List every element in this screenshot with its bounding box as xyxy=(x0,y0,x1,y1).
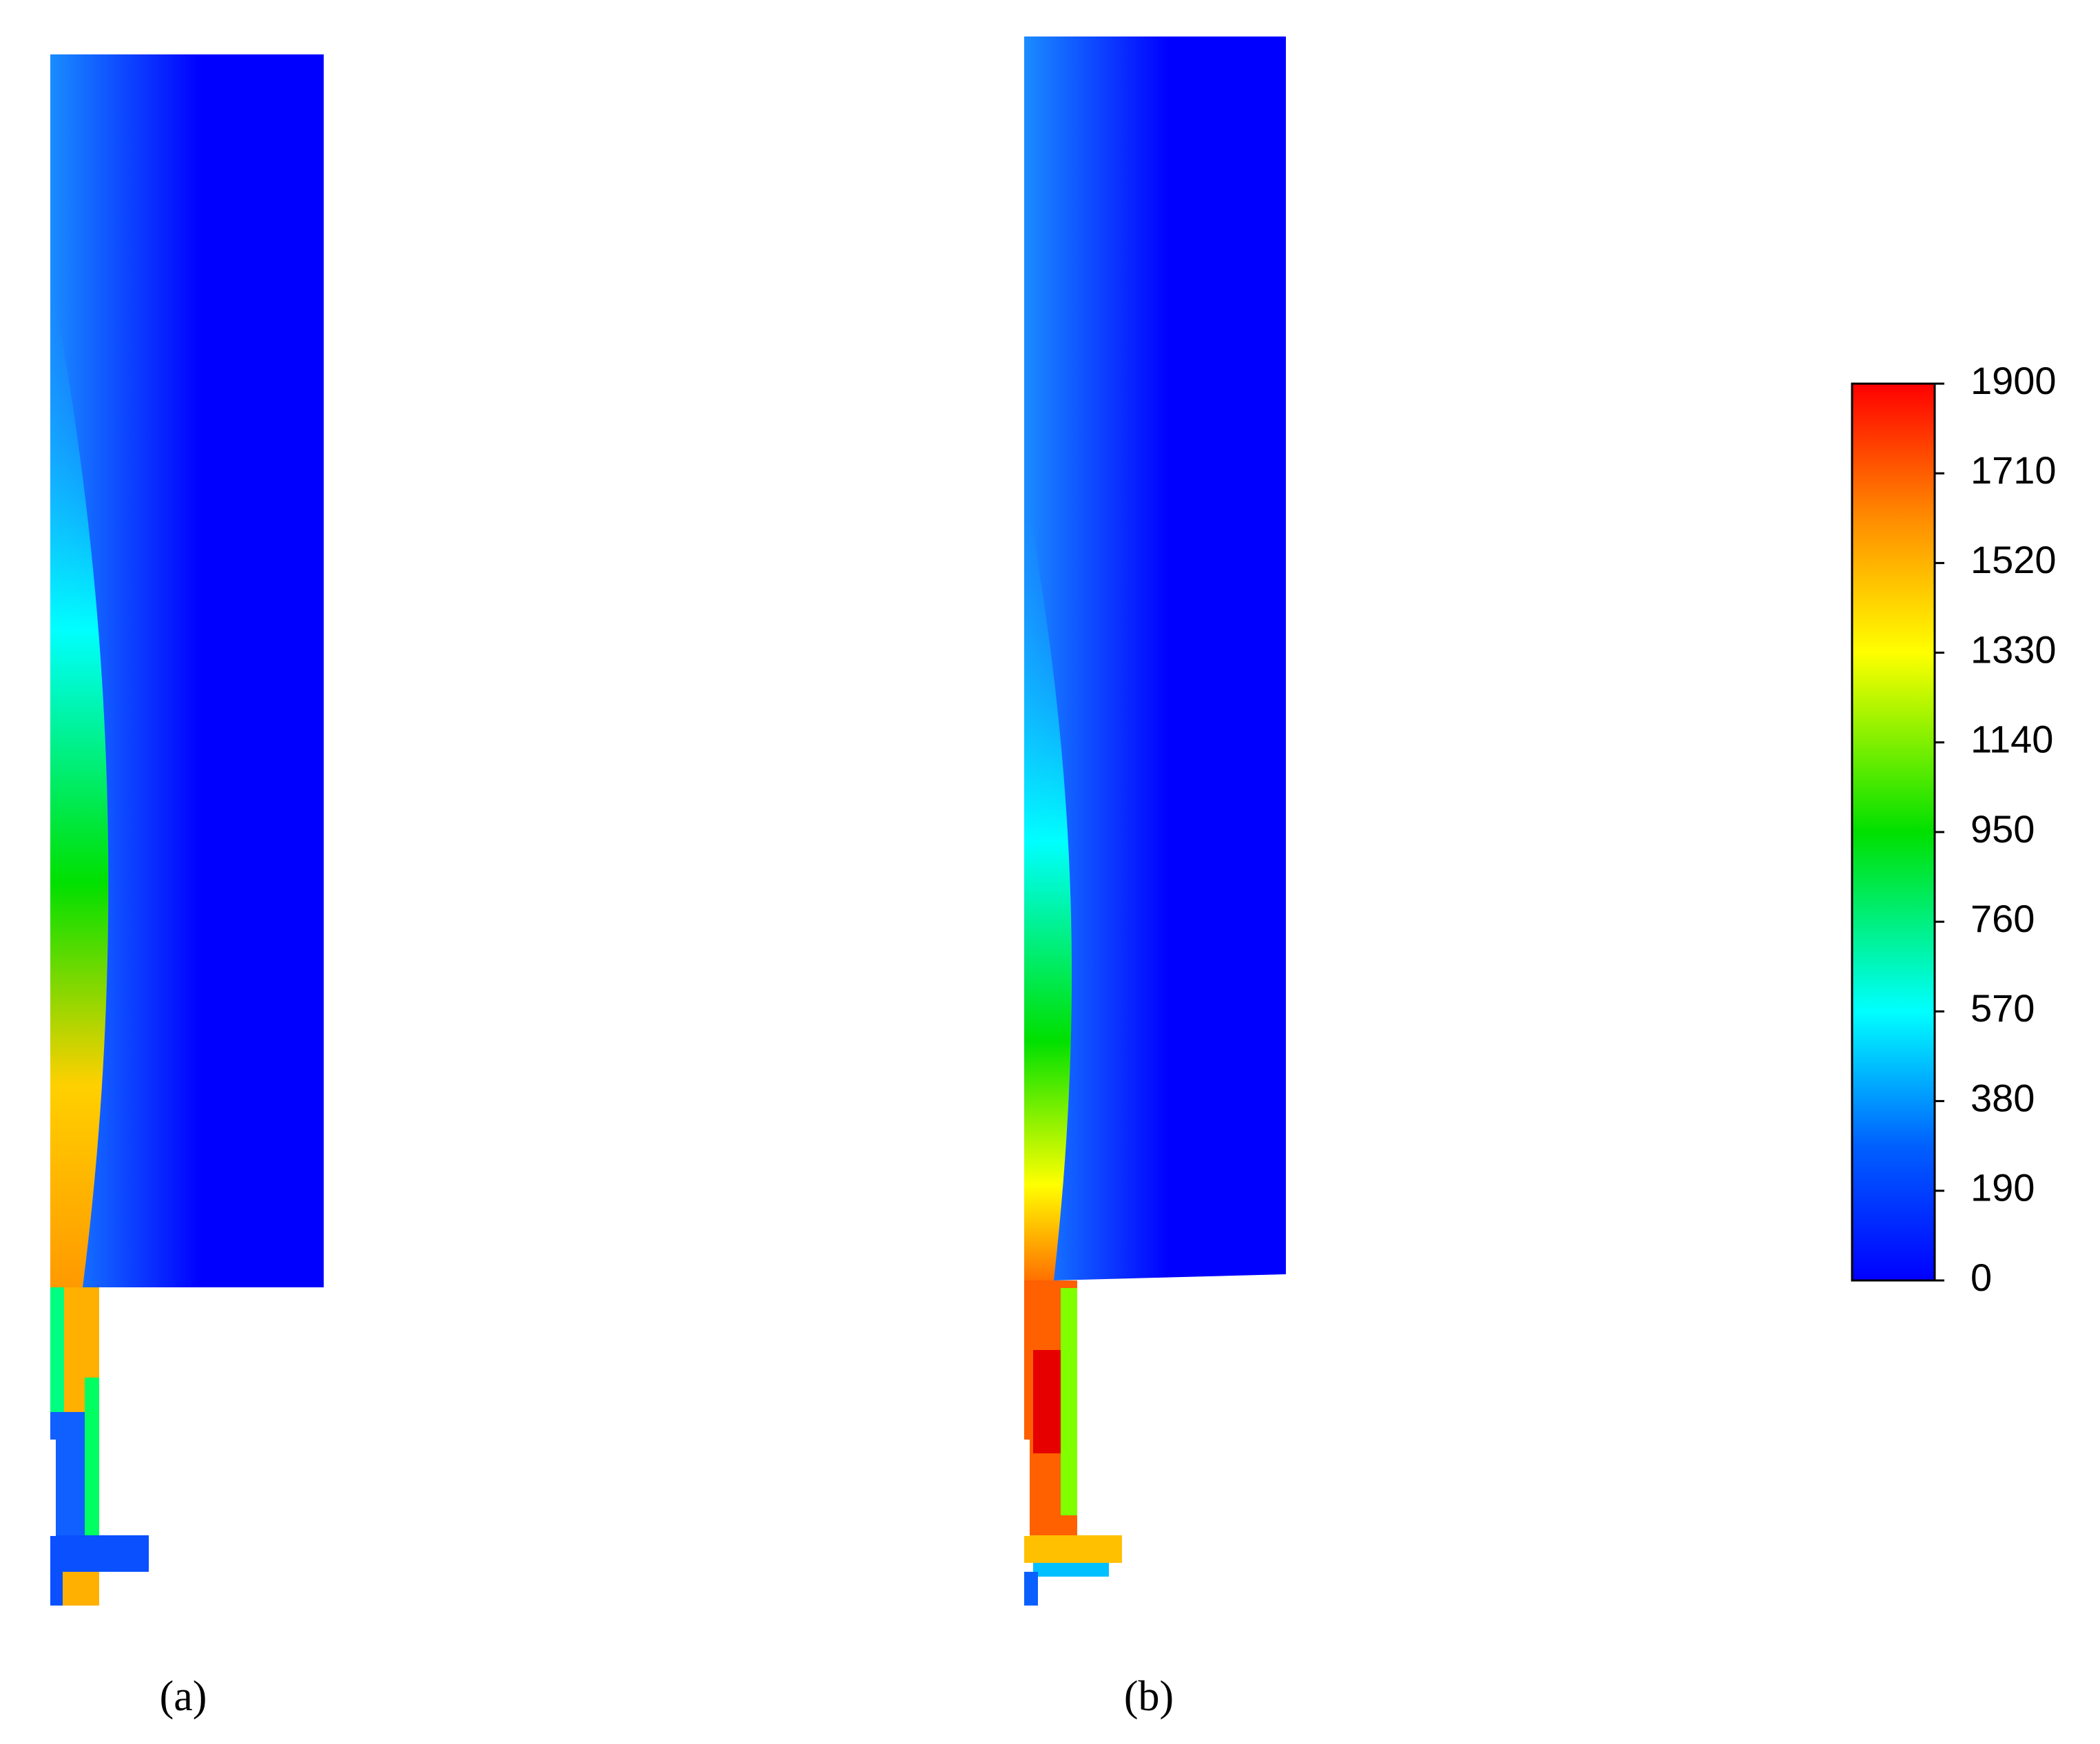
colorbar xyxy=(1851,382,1936,1282)
tick-label: 1140 xyxy=(1971,718,2053,761)
contour-b xyxy=(1024,37,1286,1606)
panel-label: (b) xyxy=(1124,1673,1174,1720)
tick-label: 950 xyxy=(1971,807,2035,851)
tick-label: 1330 xyxy=(1971,627,2057,671)
tick-label: 1900 xyxy=(1971,359,2057,402)
tick-label: 0 xyxy=(1971,1256,1992,1299)
panel-label: (a) xyxy=(160,1673,207,1720)
tick-label: 190 xyxy=(1971,1166,2035,1210)
tick-label: 760 xyxy=(1971,897,2035,940)
tick-label: 1520 xyxy=(1971,538,2057,581)
contour-a xyxy=(50,54,324,1606)
tick-label: 1710 xyxy=(1971,448,2057,492)
tick-label: 570 xyxy=(1971,986,2035,1030)
tick-label: 380 xyxy=(1971,1076,2035,1119)
